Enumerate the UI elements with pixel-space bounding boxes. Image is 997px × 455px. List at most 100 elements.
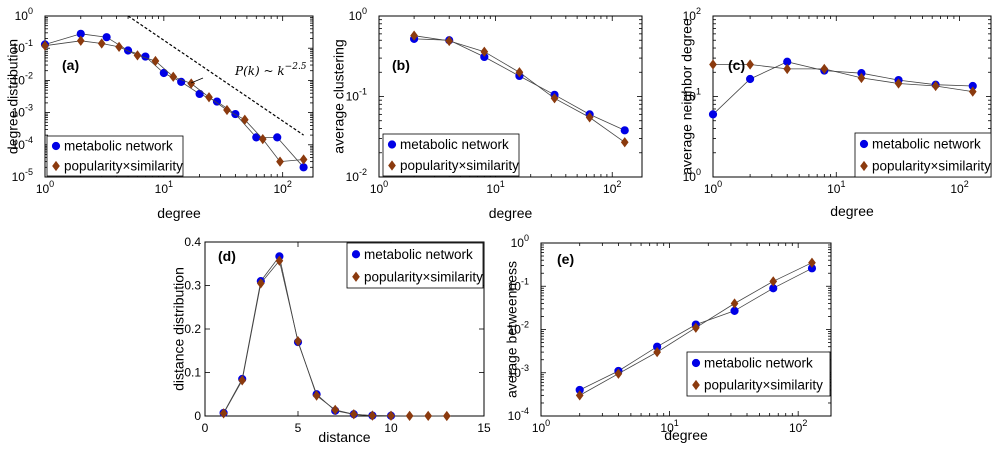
x-tick-label: 102 [273, 179, 291, 196]
data-point-diamond [769, 276, 778, 287]
x-tick-label: 5 [295, 421, 302, 435]
legend-entry: popularity×similarity [364, 269, 483, 284]
x-axis-label: degree [664, 427, 708, 443]
y-tick-label: 0.1 [184, 366, 201, 380]
x-tick-label: 100 [36, 179, 54, 196]
y-tick-label: 0.2 [184, 322, 201, 336]
x-tick-label: 102 [950, 179, 968, 196]
y-tick-label: 10-5 [12, 167, 33, 184]
data-point-diamond [709, 59, 717, 70]
series-line-similarity [713, 64, 973, 92]
data-point-circle [212, 97, 222, 106]
y-tick-label: 102 [683, 6, 701, 23]
data-point-diamond [349, 409, 358, 420]
legend-entry: metabolic network [64, 139, 173, 154]
plot-frame [44, 15, 314, 178]
legend-marker-diamond [388, 160, 396, 171]
y-tick-label: 10-2 [346, 167, 367, 184]
legend-box [346, 242, 484, 289]
data-point-diamond [331, 404, 340, 416]
legend-marker-circle [691, 358, 701, 368]
legend-marker-circle [351, 250, 361, 259]
data-point-diamond [275, 255, 284, 266]
legend-entry: metabolic network [400, 137, 509, 152]
x-tick-label: 15 [477, 421, 491, 435]
data-point-circle [102, 33, 111, 42]
data-point-diamond [585, 112, 594, 123]
y-tick-label: 10-3 [12, 103, 33, 120]
data-point-diamond [480, 46, 489, 57]
data-point-diamond [405, 410, 414, 422]
data-point-diamond [968, 86, 977, 97]
y-tick-label: 10-4 [12, 135, 33, 152]
power-law-guide-line [127, 15, 304, 136]
data-point-diamond [387, 410, 395, 421]
y-tick-label: 10-2 [12, 70, 33, 87]
legend-entry: metabolic network [364, 247, 473, 262]
legend-entry: metabolic network [704, 356, 813, 371]
data-point-circle [746, 74, 755, 84]
legend-marker-diamond [352, 271, 360, 282]
legend-box [686, 351, 831, 397]
data-point-diamond [653, 346, 661, 358]
y-tick-label: 100 [683, 167, 701, 184]
chart-panel-c: 100 101 102 100 101 102 degree average neighbor… [679, 6, 992, 219]
y-tick-label: 10-1 [346, 87, 367, 104]
data-point-circle [159, 68, 168, 78]
data-point-diamond [575, 390, 584, 401]
data-point-diamond [445, 35, 454, 47]
data-point-diamond [240, 114, 249, 125]
data-point-diamond [312, 390, 321, 401]
y-tick-label: 100 [349, 6, 367, 23]
series-line-similarity [414, 35, 625, 143]
x-tick-label: 100 [370, 179, 388, 196]
x-tick-label: 10 [384, 421, 398, 435]
legend: metabolic network popularity×similarity [346, 242, 484, 289]
panel-label: (c) [728, 57, 745, 73]
data-point-diamond [276, 156, 284, 167]
x-tick-label: 100 [704, 179, 722, 196]
y-tick-label: 10-1 [12, 38, 33, 55]
y-tick-label: 10-2 [508, 320, 529, 337]
data-point-diamond [256, 278, 265, 289]
data-point-diamond [424, 410, 433, 422]
legend-marker-diamond [52, 160, 60, 172]
legend-marker-circle [51, 141, 61, 151]
y-axis-label: distance distribution [171, 267, 187, 391]
y-tick-label: 0.3 [184, 279, 201, 293]
data-point-diamond [258, 133, 267, 145]
data-point-diamond [76, 35, 85, 46]
data-point-circle [141, 52, 150, 61]
y-tick-label: 0 [194, 409, 201, 423]
x-axis-label: degree [830, 203, 874, 219]
legend-marker-diamond [860, 160, 868, 172]
data-point-diamond [857, 72, 866, 84]
legend-entry: popularity×similarity [872, 159, 991, 174]
data-point-circle [231, 109, 240, 119]
x-tick-label: 100 [532, 418, 550, 435]
x-tick-label: 101 [660, 418, 678, 435]
data-point-diamond [691, 322, 700, 333]
y-tick-label: 10-4 [508, 406, 529, 423]
data-point-diamond [620, 137, 629, 148]
series-line-metabolic [712, 61, 973, 115]
power-law-annotation: P(k) ~ k−2.5 [234, 62, 307, 78]
x-tick-label: 102 [789, 418, 807, 435]
data-point-circle [252, 133, 261, 142]
data-point-diamond [41, 40, 49, 51]
y-tick-label: 100 [15, 6, 33, 23]
data-point-diamond [820, 63, 829, 75]
y-axis-label: average clustering [331, 39, 347, 153]
data-point-diamond [169, 71, 178, 82]
x-tick-label: 0 [202, 421, 209, 435]
data-point-diamond [299, 154, 308, 165]
legend: metabolic network popularity×similarity [382, 133, 520, 177]
legend: metabolic network popularity×similarity [854, 132, 992, 178]
legend-box [46, 135, 184, 177]
legend-marker-circle [859, 139, 869, 149]
data-point-circle [123, 46, 133, 55]
y-axis-label: average betweenness [504, 261, 520, 398]
data-point-diamond [550, 93, 559, 104]
data-point-diamond [808, 257, 816, 268]
legend-marker-circle [387, 140, 397, 149]
